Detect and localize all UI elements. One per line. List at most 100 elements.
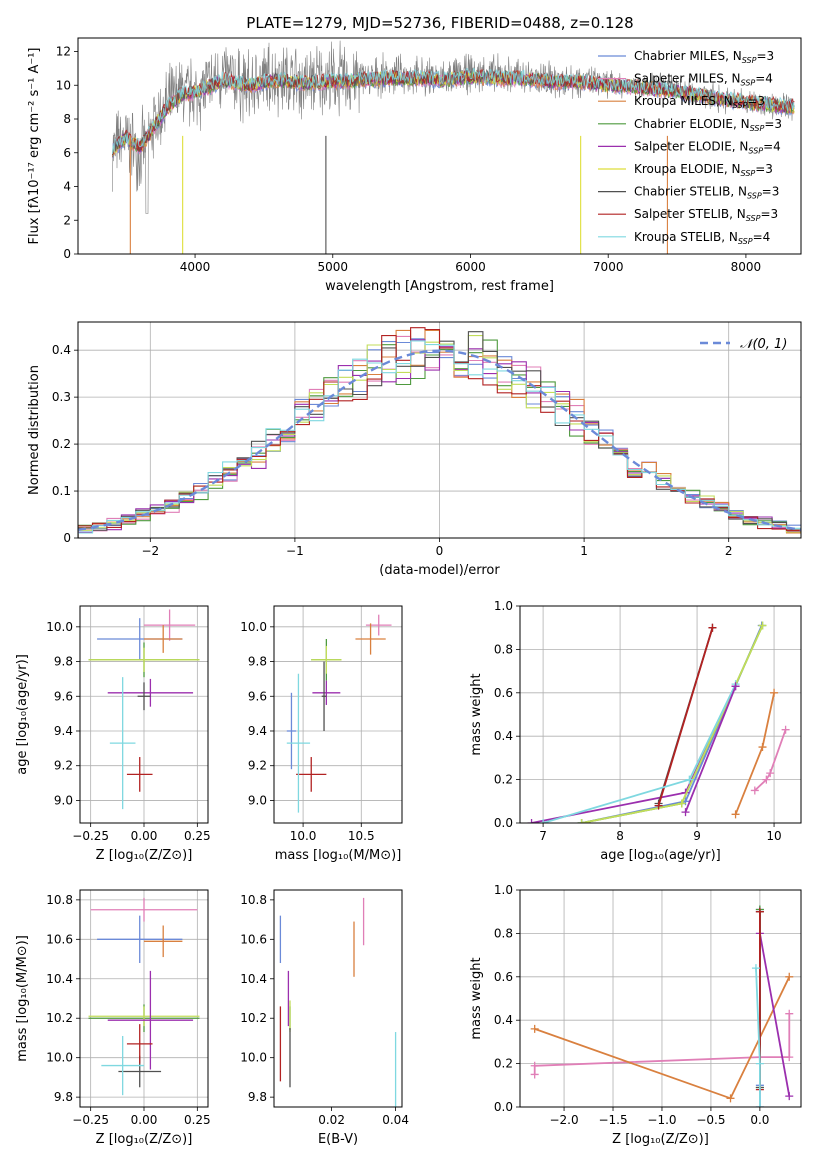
y-tick-label: 10.8 <box>46 893 73 907</box>
x-tick-label: −1 <box>286 544 304 558</box>
errorbar-point <box>312 680 341 705</box>
weight-point-marker <box>681 808 690 817</box>
x-tick-label: −0.5 <box>696 1113 725 1127</box>
y-tick-label: 9.8 <box>248 655 267 669</box>
errorbar-point <box>107 678 194 707</box>
y-tick-label: 10.0 <box>240 1051 267 1065</box>
errorbar-point <box>144 625 183 653</box>
x-tick-label: 0.00 <box>131 829 158 843</box>
weight-vs-age-plot-area <box>527 621 790 823</box>
legend-entry: Kroupa MILES, NSSP=3 <box>634 94 765 110</box>
legend-entry: Kroupa STELIB, NSSP=4 <box>634 230 770 246</box>
weight-point-marker <box>726 1094 735 1103</box>
errorbar-point <box>144 925 183 958</box>
errorbar-point <box>296 757 327 792</box>
y-tick-label: 0.2 <box>494 773 513 787</box>
x-tick-label: 10.0 <box>290 829 317 843</box>
errorbar-point <box>109 677 136 810</box>
spectrum-legend: Chabrier MILES, NSSP=3 Salpeter MILES, NS… <box>598 49 782 246</box>
y-axis-label: mass weight <box>469 957 484 1039</box>
x-tick-label: 10.5 <box>348 829 375 843</box>
errorbar-point <box>286 692 297 770</box>
weight-point-marker <box>685 775 694 784</box>
x-axis-label: (data-model)/error <box>379 563 500 578</box>
axes-frame <box>77 37 802 255</box>
x-tick-label: 1 <box>580 544 588 558</box>
weight-vs-age-panel: 7 8 9 10 0.0 0.2 0.4 0.6 0.8 1.0 age [log₁₀(age/yr… <box>469 599 802 863</box>
y-tick-label: 9.6 <box>54 689 73 703</box>
weight-point-marker <box>530 1070 539 1079</box>
age-vs-mass-panel: 10.0 10.5 9.0 9.2 9.4 9.6 9.8 10.0 mass [log₁₀(M… <box>240 605 403 863</box>
y-tick-label: 9.8 <box>248 1090 267 1104</box>
y-tick-label: 4 <box>63 180 71 194</box>
legend-entry: 𝒩(0, 1) <box>740 337 787 352</box>
x-tick-label: 0 <box>436 544 444 558</box>
y-tick-label: 10.6 <box>240 932 267 946</box>
y-tick-label: 10 <box>56 78 71 92</box>
y-tick-label: 0.0 <box>494 1100 513 1114</box>
x-tick-label: 9 <box>693 829 701 843</box>
residuals-plot-area <box>78 327 801 538</box>
legend-entry: Chabrier STELIB, NSSP=3 <box>634 185 779 201</box>
x-tick-label: −0.25 <box>72 829 109 843</box>
y-tick-label: 10.2 <box>240 1011 267 1025</box>
axes-frame <box>519 605 802 824</box>
weight-series-line <box>759 933 791 1097</box>
y-tick-label: 0 <box>63 247 71 261</box>
weight-point-marker <box>654 801 663 810</box>
figure-title: PLATE=1279, MJD=52736, FIBERID=0488, z=0… <box>246 14 633 32</box>
x-axis-label: age [log₁₀(age/yr)] <box>600 848 721 863</box>
x-axis-label: Z [log₁₀(Z/Z⊙)] <box>612 1132 709 1147</box>
errorbar-point <box>101 1035 144 1096</box>
legend-entry: Salpeter ELODIE, NSSP=4 <box>634 139 781 155</box>
weight-point-marker <box>770 688 779 697</box>
axes-frame <box>273 889 403 1108</box>
weight-point-marker <box>766 769 775 778</box>
normal-reference-curve <box>78 349 801 531</box>
errorbar-point <box>126 757 153 792</box>
y-tick-label: 10.0 <box>46 1051 73 1065</box>
x-tick-label: 10 <box>766 829 781 843</box>
x-tick-label: 0.25 <box>184 829 211 843</box>
y-tick-label: 9.4 <box>248 724 267 738</box>
x-axis-label: Z [log₁₀(Z/Z⊙)] <box>96 848 193 863</box>
y-tick-label: 0.8 <box>494 926 513 940</box>
residuals-legend: 𝒩(0, 1) <box>700 337 787 352</box>
weight-point-marker <box>762 775 771 784</box>
weight-point-marker <box>530 1024 539 1033</box>
weight-point-marker <box>677 799 686 808</box>
y-tick-label: 0.6 <box>494 970 513 984</box>
x-tick-label: −2.0 <box>549 1113 578 1127</box>
x-tick-label: 0.04 <box>382 1113 409 1127</box>
x-tick-label: 8 <box>616 829 624 843</box>
errorbar-point <box>321 661 327 731</box>
y-tick-label: 10.4 <box>46 972 73 986</box>
y-tick-label: 9.0 <box>248 793 267 807</box>
y-axis-label: Normed distribution <box>27 365 42 495</box>
y-axis-label: Flux [fλ10⁻¹⁷ erg cm⁻² s⁻¹ A⁻¹] <box>27 48 42 245</box>
weight-point-marker <box>785 972 794 981</box>
weight-vs-Z-plot-area <box>530 905 794 1107</box>
axes-frame <box>273 605 403 824</box>
weight-point-marker <box>577 819 586 823</box>
errorbar-point <box>286 673 311 813</box>
y-tick-label: 0.2 <box>52 437 71 451</box>
weight-point-marker <box>785 1092 794 1101</box>
y-tick-label: 9.2 <box>54 759 73 773</box>
x-axis-label: mass [log₁₀(M/M⊙)] <box>275 848 402 863</box>
y-tick-label: 0.4 <box>494 1013 513 1027</box>
weight-point-marker <box>781 725 790 734</box>
y-tick-label: 9.4 <box>54 724 73 738</box>
y-axis-label: mass weight <box>469 673 484 755</box>
x-tick-label: 6000 <box>455 260 486 274</box>
y-tick-label: 0.4 <box>494 729 513 743</box>
residuals-panel: −2 −1 0 1 2 0 0.1 0.2 0.3 0.4 (data-model)/error No… <box>27 321 802 578</box>
weight-point-marker <box>758 621 767 630</box>
legend-entry: Chabrier ELODIE, NSSP=3 <box>634 117 782 133</box>
x-tick-label: −1.0 <box>647 1113 676 1127</box>
y-tick-label: 0.1 <box>52 484 71 498</box>
weight-point-marker <box>530 1061 539 1070</box>
errorbar-point <box>97 915 183 963</box>
